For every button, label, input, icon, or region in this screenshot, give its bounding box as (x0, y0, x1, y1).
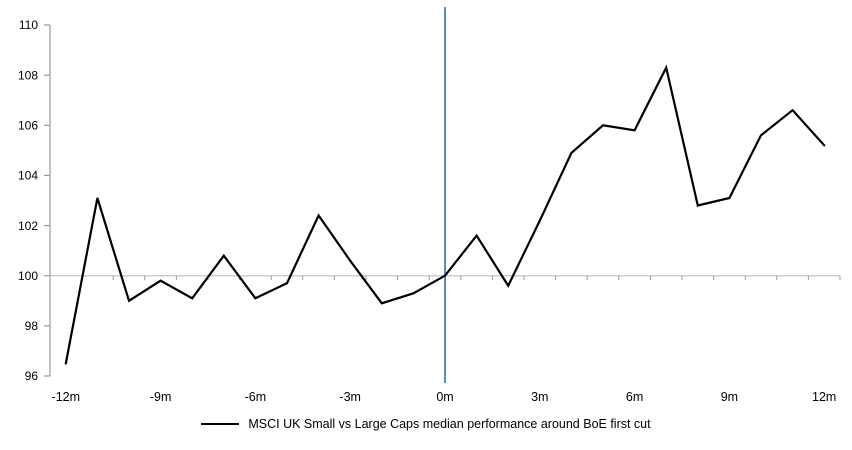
y-tick-label: 98 (25, 319, 39, 333)
y-tick-label: 100 (18, 269, 38, 283)
x-tick-label: -6m (245, 390, 267, 404)
x-tick-label: -12m (52, 390, 80, 404)
y-tick-label: 104 (18, 169, 38, 183)
legend: MSCI UK Small vs Large Caps median perfo… (0, 415, 852, 433)
x-tick-label: 9m (721, 390, 738, 404)
y-tick-label: 106 (18, 118, 38, 132)
x-tick-label: 3m (531, 390, 548, 404)
x-tick-label: -9m (150, 390, 172, 404)
y-tick-label: 102 (18, 219, 38, 233)
x-tick-label: 12m (812, 390, 836, 404)
legend-label: MSCI UK Small vs Large Caps median perfo… (248, 417, 651, 431)
series-line (64, 64, 826, 365)
y-tick-label: 108 (18, 68, 38, 82)
x-tick-label: 6m (626, 390, 643, 404)
x-tick-label: -3m (339, 390, 361, 404)
legend-line-swatch (201, 423, 240, 425)
y-tick-label: 96 (25, 369, 39, 383)
x-tick-label: 0m (436, 390, 453, 404)
y-tick-label: 110 (19, 18, 38, 32)
